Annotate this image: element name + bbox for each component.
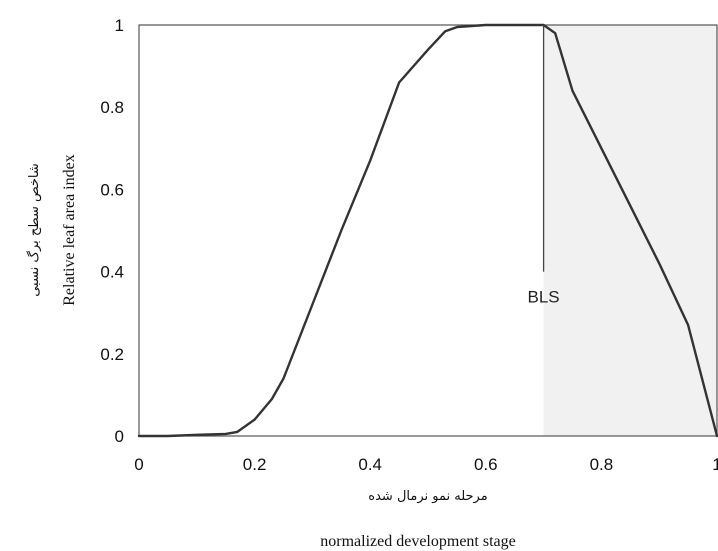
y-tick-label: 0.6 (100, 180, 124, 199)
y-tick-label: 0 (115, 427, 124, 446)
x-tick-label: 1 (712, 455, 718, 474)
y-tick-label: 1 (115, 16, 124, 35)
x-tick-label: 0.8 (590, 455, 614, 474)
x-tick-label: 0.4 (358, 455, 382, 474)
x-axis-label: normalized development stage (320, 533, 515, 550)
annotation-layer: BLS (528, 25, 560, 306)
x-tick-label: 0.6 (474, 455, 498, 474)
x-tick-label: 0.2 (243, 455, 267, 474)
y-axis-label: Relative leaf area index (61, 154, 78, 305)
series-layer (137, 23, 718, 438)
series-line (137, 23, 718, 438)
x-tick-label: 0 (134, 455, 143, 474)
y-tick-label: 0.8 (100, 98, 124, 117)
x-axis-label-fa: مرحله نمو نرمال شده (368, 489, 487, 504)
plot-frame (138, 24, 718, 437)
post-bls-shaded-region (543, 25, 717, 436)
y-axis-ticks: 0 0.2 0.4 0.6 0.8 1 (100, 16, 124, 446)
x-axis-ticks: 0 0.2 0.4 0.6 0.8 1 (134, 455, 718, 474)
y-tick-label: 0.4 (100, 263, 124, 282)
post-bls-shade (543, 25, 717, 436)
y-tick-label: 0.2 (100, 345, 124, 364)
bls-label: BLS (528, 287, 560, 306)
y-axis-label-fa: شاخص سطح برگ نسبی (25, 163, 42, 297)
